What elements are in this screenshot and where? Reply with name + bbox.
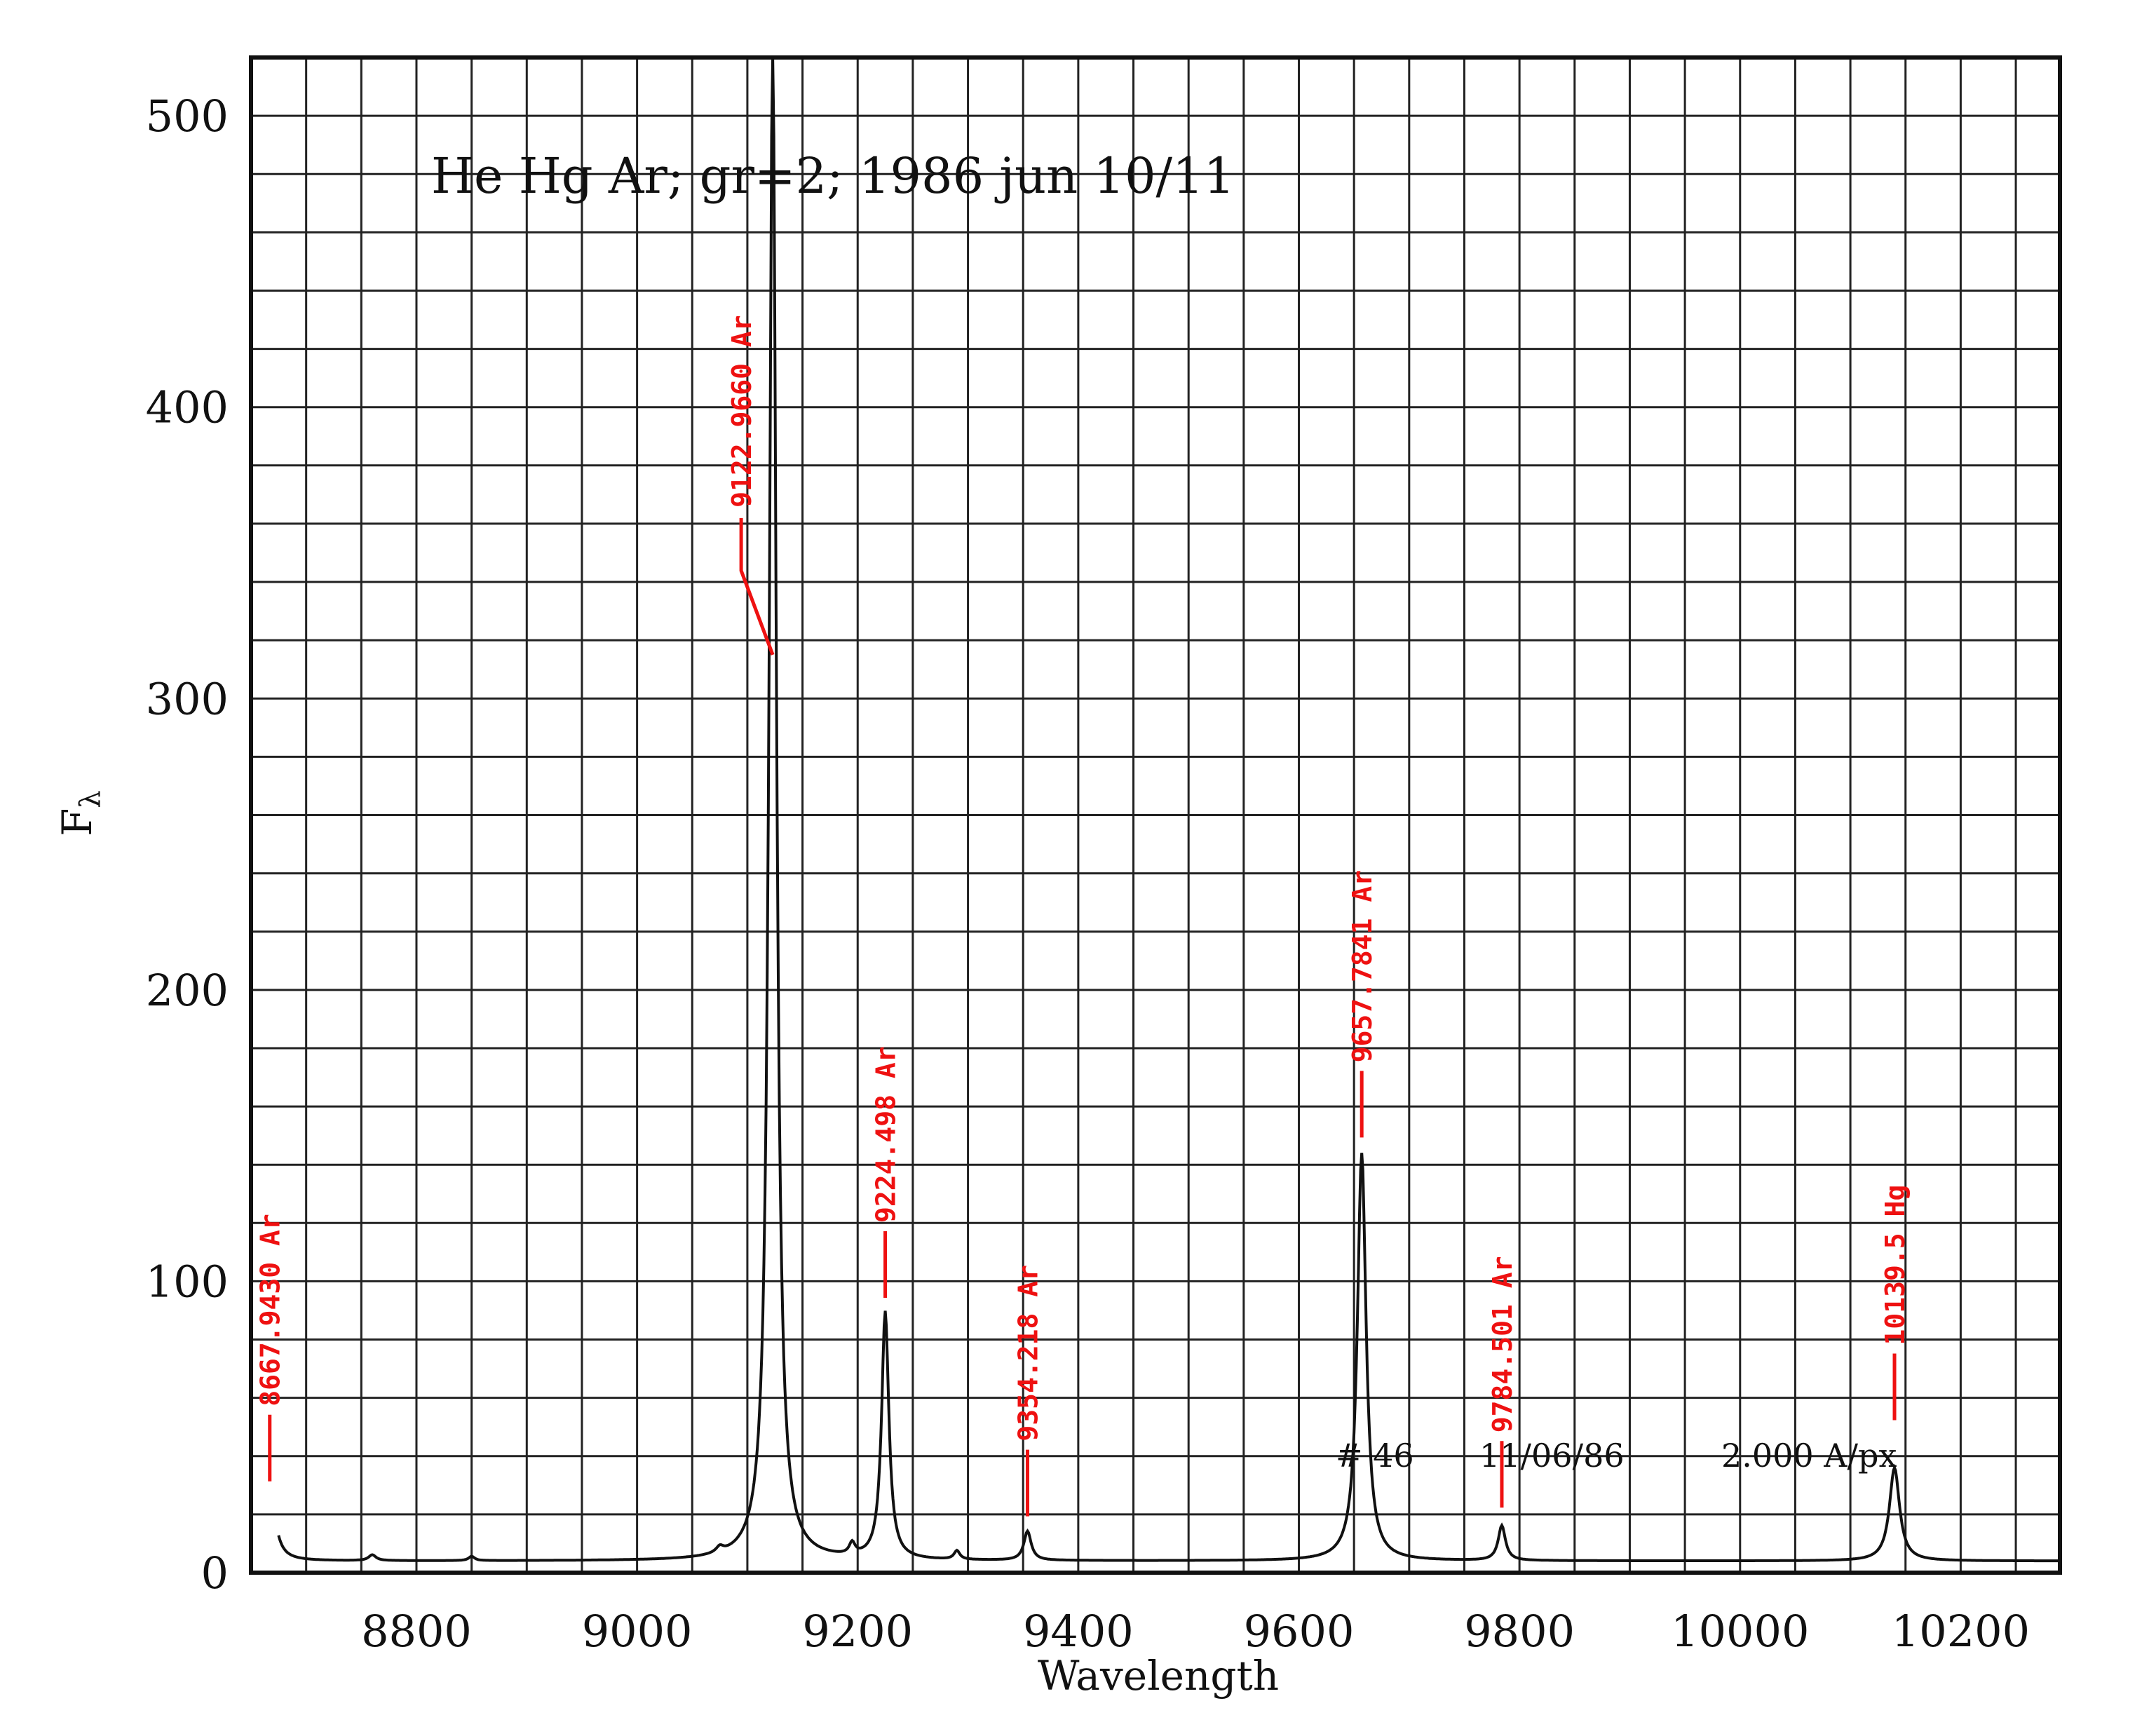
y-tick-label: 500 xyxy=(146,90,229,142)
footer-dispersion: 2.000 A/px xyxy=(1721,1437,1897,1474)
x-tick-label: 8800 xyxy=(361,1606,472,1657)
y-tick-label: 200 xyxy=(146,965,229,1016)
chart-title: He Hg Ar; gr=2; 1986 jun 10/11 xyxy=(431,147,1235,205)
annotation-leader-line xyxy=(739,517,775,656)
spectrum-line xyxy=(277,57,2060,1563)
annotation-label: 9122.9660 Ar xyxy=(726,315,757,508)
x-axis-ticks: 8800 9000 9200 9400 9600 9800 10000 10200 xyxy=(361,1606,2030,1657)
y-axis-title-subscript: λ xyxy=(74,790,107,808)
y-axis-ticks: 0 100 200 300 400 500 xyxy=(146,90,229,1599)
annotation-label: 9657.7841 Ar xyxy=(1347,870,1378,1063)
x-tick-label: 9600 xyxy=(1244,1606,1355,1657)
footer-frame-id: # 46 xyxy=(1336,1437,1414,1474)
plot-frame xyxy=(249,55,2062,1575)
y-tick-label: 400 xyxy=(146,382,229,433)
line-annotations: 8667.9430 Ar 9122.9660 Ar 9224.498 Ar 9354.… xyxy=(255,315,1911,1517)
annotation-label: 9354.218 Ar xyxy=(1013,1265,1044,1442)
annotation-label: 8667.9430 Ar xyxy=(255,1214,286,1406)
y-axis-title: Fλ xyxy=(53,790,107,836)
x-tick-label: 10000 xyxy=(1671,1606,1809,1657)
x-tick-label: 9000 xyxy=(582,1606,693,1657)
y-tick-label: 300 xyxy=(146,673,229,724)
y-tick-label: 0 xyxy=(201,1547,229,1599)
annotation-label: 9784.501 Ar xyxy=(1487,1256,1518,1433)
x-tick-label: 9200 xyxy=(802,1606,913,1657)
footer-date: 11/06/86 xyxy=(1479,1437,1625,1474)
y-tick-label: 100 xyxy=(146,1256,229,1307)
annotation-label: 10139.5 Hg xyxy=(1880,1185,1911,1345)
y-axis-title-main: F xyxy=(53,808,101,836)
annotation-label: 9224.498 Ar xyxy=(871,1046,902,1223)
x-tick-label: 10200 xyxy=(1892,1606,2030,1657)
svg-text:Fλ: Fλ xyxy=(53,790,107,836)
x-tick-label: 9400 xyxy=(1023,1606,1134,1657)
x-tick-label: 9800 xyxy=(1464,1606,1575,1657)
x-axis-title: Wavelength xyxy=(1038,1652,1279,1700)
plot-grid xyxy=(251,57,2060,1573)
